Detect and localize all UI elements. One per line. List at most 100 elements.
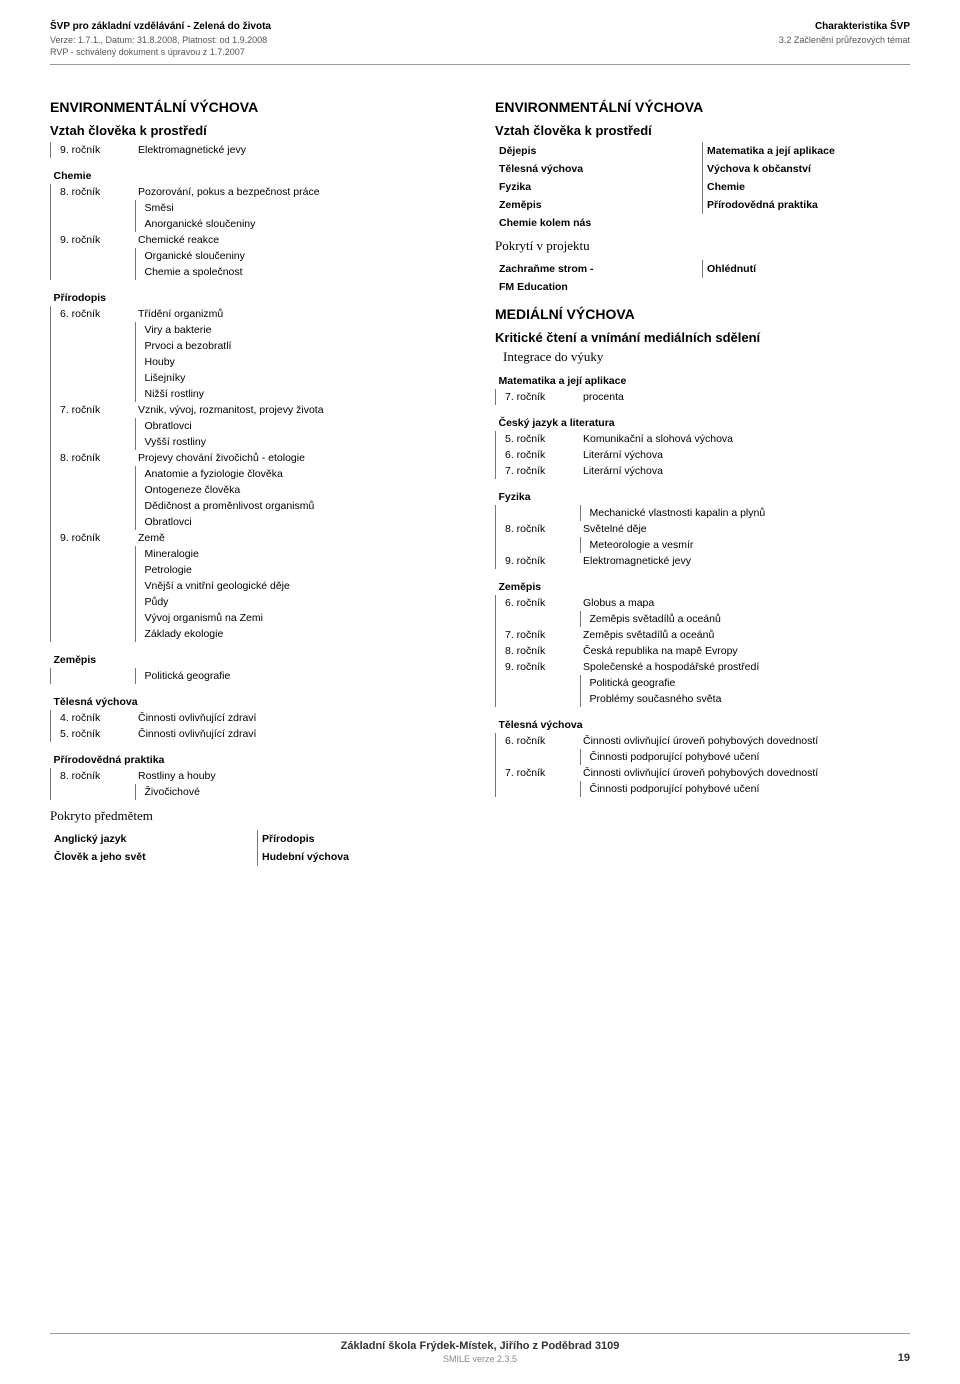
row-label: 6. ročník [57, 306, 135, 322]
tree-row: 8. ročníkČeská republika na mapě Evropy [496, 643, 911, 659]
row-label [57, 668, 135, 684]
tree-block: Zeměpis6. ročníkGlobus a mapaZeměpis svě… [495, 577, 910, 707]
row-label [57, 578, 135, 594]
row-text: Komunikační a slohová výchova [580, 431, 910, 447]
tree-row: 9. ročníkElektromagnetické jevy [496, 553, 911, 569]
chapter-sub: 3.2 Začlenění průřezových témat [779, 34, 910, 46]
tree-row: Mineralogie [51, 546, 466, 562]
grid-row: Chemie kolem nás [495, 214, 910, 232]
grid-cell: Dějepis [495, 142, 703, 160]
right-h1: ENVIRONMENTÁLNÍ VÝCHOVA [495, 99, 910, 115]
left-h2: Vztah člověka k prostředí [50, 123, 465, 138]
tree-block: Tělesná výchova4. ročníkČinnosti ovlivňu… [50, 692, 465, 742]
page-footer: Základní škola Frýdek-Místek, Jiřího z P… [50, 1333, 910, 1364]
row-label: 8. ročník [57, 450, 135, 466]
row-label: 7. ročník [57, 402, 135, 418]
row-label: 5. ročník [502, 431, 580, 447]
row-text: Živočichové [142, 784, 466, 800]
row-text: Činnosti ovlivňující zdraví [135, 710, 465, 726]
row-text: Anatomie a fyziologie člověka [142, 466, 466, 482]
row-text: Politická geografie [142, 668, 466, 684]
row-text: Problémy současného světa [587, 691, 911, 707]
group-heading: Tělesná výchova [496, 715, 911, 733]
row-text: Činnosti podporující pohybové učení [587, 781, 911, 797]
grid-cell: Výchova k občanství [703, 160, 911, 178]
footer-smile: SMILE verze 2.3.5 [50, 1354, 910, 1364]
tree-row: 8. ročníkRostliny a houby [51, 768, 466, 784]
row-text: Organické sloučeniny [142, 248, 466, 264]
tree-row: Meteorologie a vesmír [496, 537, 911, 553]
row-text: Vývoj organismů na Zemi [142, 610, 466, 626]
row-text: Mineralogie [142, 546, 466, 562]
tree-row: Zeměpis světadílů a oceánů [496, 611, 911, 627]
row-label [57, 784, 135, 800]
tree-row: Nižší rostliny [51, 386, 466, 402]
row-label: 6. ročník [502, 595, 580, 611]
row-label [57, 216, 135, 232]
row-label [57, 248, 135, 264]
row-text: Činnosti ovlivňující úroveň pohybových d… [580, 765, 910, 781]
row-label: 4. ročník [57, 710, 135, 726]
row-text: Ontogeneze člověka [142, 482, 466, 498]
grid-cell: Tělesná výchova [495, 160, 703, 178]
header-right: Charakteristika ŠVP 3.2 Začlenění průřez… [779, 20, 910, 58]
tree-block: Matematika a její aplikace7. ročníkproce… [495, 371, 910, 405]
row-label [57, 418, 135, 434]
right-blocks: Matematika a její aplikace7. ročníkproce… [495, 371, 910, 797]
group-heading: Chemie [51, 166, 466, 184]
row-text: Zeměpis světadílů a oceánů [587, 611, 911, 627]
grid-cell: Ohlédnutí [703, 260, 911, 278]
row-text: Česká republika na mapě Evropy [580, 643, 910, 659]
row-label [57, 562, 135, 578]
group-heading: Fyzika [496, 487, 911, 505]
row-text: Dědičnost a proměnlivost organismů [142, 498, 466, 514]
tree-row: Vnější a vnitřní geologické děje [51, 578, 466, 594]
tree-row: 7. ročníkČinnosti ovlivňující úroveň poh… [496, 765, 911, 781]
grid-row: ZeměpisPřírodovědná praktika [495, 196, 910, 214]
tree-row: Anatomie a fyziologie člověka [51, 466, 466, 482]
row-label [57, 386, 135, 402]
row-label [502, 691, 580, 707]
row-text: Světelné děje [580, 521, 910, 537]
row-text: Projevy chování živočichů - etologie [135, 450, 465, 466]
row-label: 5. ročník [57, 726, 135, 742]
row-label [57, 546, 135, 562]
tree-row: 9. ročníkChemické reakce [51, 232, 466, 248]
tree-row: 8. ročníkProjevy chování živočichů - eto… [51, 450, 466, 466]
right-column: ENVIRONMENTÁLNÍ VÝCHOVA Vztah člověka k … [495, 89, 910, 872]
grid-row: Člověk a jeho světHudební výchova [50, 848, 465, 866]
page-header: ŠVP pro základní vzdělávání - Zelená do … [50, 20, 910, 65]
tree-row: Houby [51, 354, 466, 370]
tree-block: FyzikaMechanické vlastnosti kapalin a pl… [495, 487, 910, 569]
row-text: Rostliny a houby [135, 768, 465, 784]
row-text: Základy ekologie [142, 626, 466, 642]
grid-row: Tělesná výchovaVýchova k občanství [495, 160, 910, 178]
row-label [502, 505, 580, 521]
row-label [57, 482, 135, 498]
row-label [502, 611, 580, 627]
tree-row: Mechanické vlastnosti kapalin a plynů [496, 505, 911, 521]
tree-block: Chemie8. ročníkPozorování, pokus a bezpe… [50, 166, 465, 280]
grid-cell: FM Education [495, 278, 703, 296]
content-columns: ENVIRONMENTÁLNÍ VÝCHOVA Vztah člověka k … [50, 89, 910, 872]
tree-block: Přírodovědná praktika8. ročníkRostliny a… [50, 750, 465, 800]
tree-row: 9. ročníkZemě [51, 530, 466, 546]
row-label: 8. ročník [502, 521, 580, 537]
grid-cell: Přírodovědná praktika [703, 196, 911, 214]
row-label [502, 781, 580, 797]
tree-row: 5. ročníkKomunikační a slohová výchova [496, 431, 911, 447]
row-text: Chemické reakce [135, 232, 465, 248]
doc-meta-1: Verze: 1.7.1., Datum: 31.8.2008, Platnos… [50, 34, 271, 46]
row-text: Vnější a vnitřní geologické děje [142, 578, 466, 594]
left-column: ENVIRONMENTÁLNÍ VÝCHOVA Vztah člověka k … [50, 89, 465, 872]
group-heading: Český jazyk a literatura [496, 413, 911, 431]
row-text: Literární výchova [580, 447, 910, 463]
row-label [57, 466, 135, 482]
pokryto-heading: Pokryto předmětem [50, 808, 465, 824]
tree-row: Lišejníky [51, 370, 466, 386]
tree-row: 7. ročníkLiterární výchova [496, 463, 911, 479]
row-text: Houby [142, 354, 466, 370]
footer-page-number: 19 [898, 1352, 910, 1364]
row-label: 9. ročník [502, 659, 580, 675]
row-text: Pozorování, pokus a bezpečnost práce [135, 184, 465, 200]
